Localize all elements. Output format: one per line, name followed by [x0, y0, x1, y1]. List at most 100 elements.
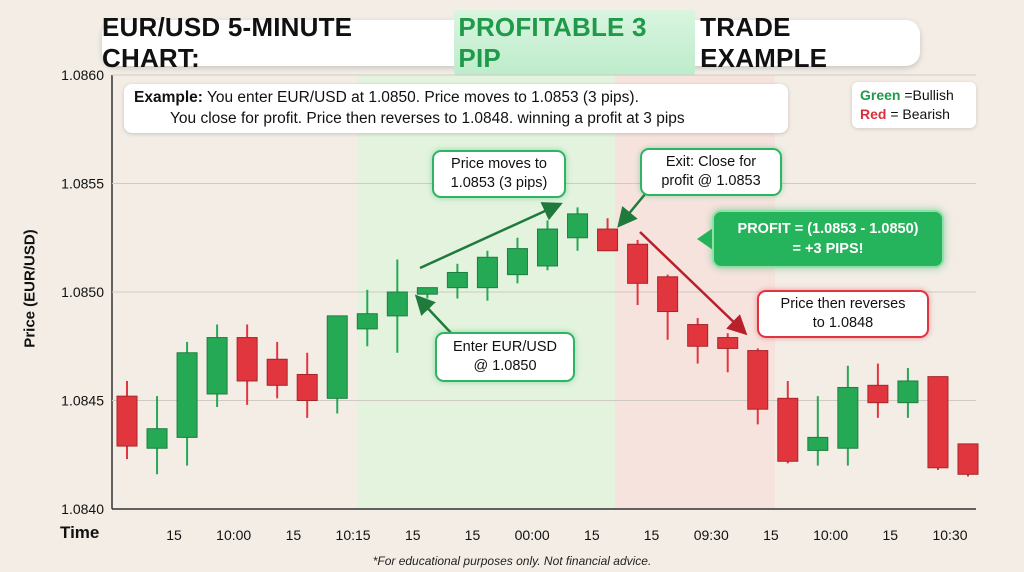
candle-bearish [927, 376, 949, 470]
candle-body [476, 256, 498, 289]
candle-bearish [687, 318, 709, 364]
candle-bullish [356, 289, 378, 347]
candle-body [206, 337, 228, 395]
x-tick-label: 10:30 [932, 527, 967, 543]
candle-bearish [657, 274, 679, 340]
callout-moves-line1: Price moves to [451, 156, 547, 172]
candle-body [356, 313, 378, 330]
example-line2: You close for profit. Price then reverse… [170, 110, 685, 127]
candle-body [627, 243, 649, 284]
candle-body [837, 386, 859, 449]
candle-bullish [446, 263, 468, 299]
x-tick-label: 15 [286, 527, 302, 543]
x-tick-label: 15 [465, 527, 481, 543]
chart-title: EUR/USD 5-MINUTE CHART: PROFITABLE 3 PIP… [102, 10, 920, 76]
candle-bullish [837, 365, 859, 466]
callout-enter-line2: @ 1.0850 [473, 358, 537, 374]
title-prefix: EUR/USD 5-MINUTE CHART: [102, 12, 353, 73]
candle-body [687, 324, 709, 347]
callout-enter: Enter EUR/USD @ 1.0850 [435, 332, 575, 382]
candle-body [236, 337, 258, 382]
x-tick-label: 00:00 [515, 527, 550, 543]
candle-bullish [567, 207, 589, 251]
x-tick-label: 15 [166, 527, 182, 543]
candle-body [116, 395, 138, 447]
candle-bearish [116, 380, 138, 460]
grid-lines [111, 74, 976, 510]
profit-line1: PROFIT = (1.0853 - 1.0850) [737, 221, 919, 237]
profit-line2: = +3 PIPS! [792, 241, 864, 257]
x-tick-label: 10:00 [216, 527, 251, 543]
candle-body [957, 443, 979, 475]
y-tick-label: 1.0860 [61, 67, 104, 83]
candle-body [597, 228, 619, 252]
candle-bearish [957, 443, 979, 477]
enter-arrow [414, 294, 453, 335]
y-tick-label: 1.0840 [61, 501, 104, 517]
candle-body [777, 397, 799, 462]
callout-exit: Exit: Close for profit @ 1.0853 [640, 148, 782, 196]
candle-body [326, 315, 348, 399]
candle-body [146, 428, 168, 449]
callout-enter-line1: Enter EUR/USD [453, 339, 557, 355]
candle-body [807, 436, 829, 451]
legend-green-word: Green [860, 87, 901, 103]
callout-price-moves: Price moves to 1.0853 (3 pips) [432, 150, 566, 198]
candle-bearish [236, 324, 258, 405]
tick-labels: 1.0840 1.0845 1.0850 1.0855 1.0860 15 10:00 15 1… [61, 67, 968, 543]
candle-body [296, 373, 318, 401]
example-line1: You enter EUR/USD at 1.0850. Price moves… [202, 89, 639, 106]
candle-bearish [597, 218, 619, 252]
candle-bearish [266, 341, 288, 399]
x-tick-label: 15 [883, 527, 899, 543]
candle-body [176, 352, 198, 438]
candle-bearish [717, 333, 739, 373]
candle-bearish [867, 363, 889, 418]
legend-red-text: = Bearish [886, 106, 950, 122]
candle-bearish [747, 348, 769, 425]
callout-reverse-line2: to 1.0848 [812, 315, 874, 331]
candle-body [897, 380, 919, 404]
y-tick-label: 1.0845 [61, 393, 104, 409]
x-tick-label: 15 [763, 527, 779, 543]
x-tick-label: 10:15 [336, 527, 371, 543]
candle-body [927, 376, 949, 469]
legend-red-word: Red [860, 106, 887, 122]
reverse-arrow [639, 231, 748, 336]
example-box: Example: You enter EUR/USD at 1.0850. Pr… [124, 84, 788, 133]
candle-bullish [897, 367, 919, 418]
candle-body [747, 350, 769, 410]
candle-body [416, 287, 438, 295]
y-axis-title: Price (EUR/USD) [21, 229, 39, 348]
profit-box: PROFIT = (1.0853 - 1.0850) = +3 PIPS! [712, 210, 944, 268]
candle-body [446, 271, 468, 289]
candle-body [266, 358, 288, 386]
candle-bullish [807, 396, 829, 466]
x-tick-label: 15 [644, 527, 660, 543]
candle-bearish [777, 380, 799, 464]
candle-body [537, 228, 558, 267]
candle-body [657, 276, 679, 313]
candle-bullish [537, 220, 558, 271]
move-up-arrow [419, 202, 563, 270]
x-axis-title: Time [60, 523, 100, 542]
candle-bullish [506, 237, 528, 284]
x-tick-label: 09:30 [694, 527, 729, 543]
x-tick-label: 10:00 [813, 527, 848, 543]
candle-body [717, 337, 739, 349]
legend-green-text: =Bullish [900, 87, 954, 103]
y-tick-label: 1.0850 [61, 284, 104, 300]
callout-exit-line1: Exit: Close for [665, 154, 757, 170]
candle-body [567, 213, 589, 239]
exit-arrow [617, 192, 647, 228]
candle-bearish [296, 352, 318, 418]
candle-body [867, 384, 889, 404]
example-label: Example: [134, 89, 203, 106]
callout-exit-line2: profit @ 1.0853 [661, 173, 761, 189]
profit-pointer [697, 228, 713, 250]
title-highlight: PROFITABLE 3 PIP [454, 10, 696, 76]
candle-bullish [176, 341, 198, 466]
callout-reverse: Price then reverses to 1.0848 [757, 290, 929, 338]
candle-bullish [206, 324, 228, 408]
